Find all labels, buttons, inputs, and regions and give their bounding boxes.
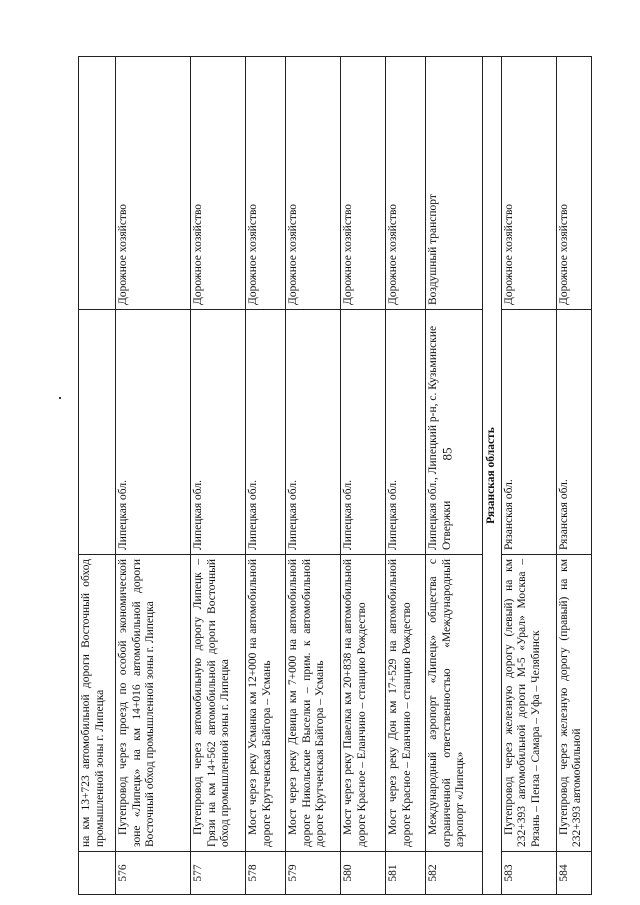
region: Липецкая обл. [340, 309, 386, 555]
object-name: Путепровод через автомобильную дорогу Ли… [190, 554, 246, 852]
table-row: 576 Путепровод через проезд по особой эко… [115, 56, 191, 895]
table-row: 582 Международный аэропорт «Липецк» общес… [425, 56, 483, 895]
section-row: Рязанская область [482, 56, 501, 895]
region: Липецкая обл., Липецкий р-н, с. Кузьминс… [425, 309, 483, 555]
objects-table: на км 13+723 автомобильной дороги Восточ… [78, 56, 592, 895]
region: Липецкая обл. [285, 309, 341, 555]
industry-type: Дорожное хозяйство [190, 56, 246, 310]
row-number: 581 [385, 851, 426, 895]
industry-type: Дорожное хозяйство [556, 56, 591, 310]
region: Липецкая обл. [115, 309, 191, 555]
table-row: 581 Мост через реку Дон км 17+529 на авто… [385, 56, 426, 895]
industry-type: Дорожное хозяйство [285, 56, 341, 310]
object-name: Путепровод через железную дорогу (правый… [556, 554, 591, 852]
table-row: 583 Путепровод через железную дорогу (лев… [501, 56, 556, 895]
region: Рязанская обл. [501, 309, 556, 555]
row-number: 580 [340, 851, 386, 895]
industry-type [78, 56, 116, 310]
row-number: 576 [115, 851, 191, 895]
row-number: 582 [425, 851, 483, 895]
industry-type: Дорожное хозяйство [501, 56, 556, 310]
industry-type: Дорожное хозяйство [340, 56, 386, 310]
table-row: 584 Путепровод через железную дорогу (пра… [556, 56, 591, 895]
industry-type: Дорожное хозяйство [385, 56, 426, 310]
industry-type: Дорожное хозяйство [115, 56, 191, 310]
industry-type: Дорожное хозяйство [245, 56, 286, 310]
object-name: Мост через реку Дон км 17+529 на автомоб… [385, 554, 426, 852]
table-row: 579 Мост через реку Девица км 7+000 на ав… [285, 56, 341, 895]
table-row: 580 Мост через реку Павелка км 20+838 на … [340, 56, 386, 895]
region: Рязанская обл. [556, 309, 591, 555]
table-row: на км 13+723 автомобильной дороги Восточ… [78, 56, 116, 895]
row-number: 583 [501, 851, 556, 895]
section-heading: Рязанская область [482, 56, 501, 895]
row-number: 579 [285, 851, 341, 895]
table-row: 578 Мост через реку Усманка км 12+000 на … [245, 56, 286, 895]
region: Липецкая обл. [245, 309, 286, 555]
object-name: Мост через реку Усманка км 12+000 на авт… [245, 554, 286, 852]
industry-type: Воздушный транспорт [425, 56, 483, 310]
scan-speck [59, 397, 61, 399]
table-row: 577 Путепровод через автомобильную дорогу… [190, 56, 246, 895]
region: Липецкая обл. [385, 309, 426, 555]
object-name: Путепровод через железную дорогу (левый)… [501, 554, 556, 852]
object-name: Мост через реку Павелка км 20+838 на авт… [340, 554, 386, 852]
region [78, 309, 116, 555]
rotated-table-container: на км 13+723 автомобильной дороги Восточ… [78, 56, 592, 895]
object-name: Мост через реку Девица км 7+000 на автом… [285, 554, 341, 852]
object-name: Международный аэропорт «Липецк» общества… [425, 554, 483, 852]
object-name: на км 13+723 автомобильной дороги Восточ… [78, 554, 116, 852]
object-name: Путепровод через проезд по особой эконом… [115, 554, 191, 852]
row-number: 577 [190, 851, 246, 895]
row-number: 578 [245, 851, 286, 895]
region: Липецкая обл. [190, 309, 246, 555]
row-number [78, 851, 116, 895]
row-number: 584 [556, 851, 591, 895]
